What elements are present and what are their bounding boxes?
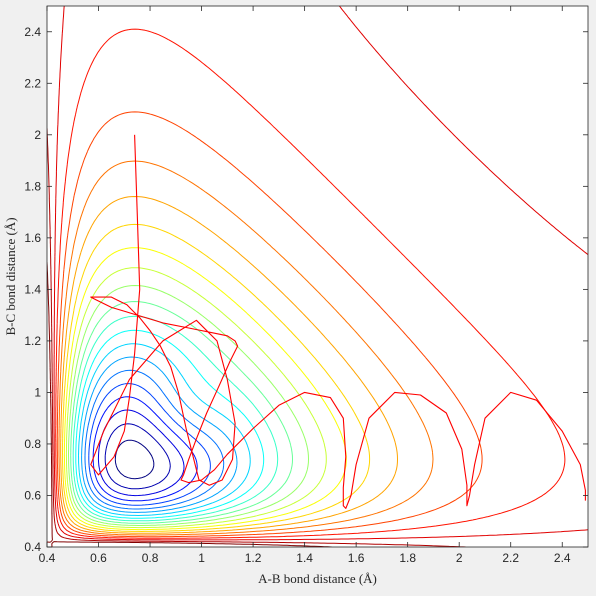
contour-level-line — [58, 160, 434, 536]
contour-level-line — [60, 196, 398, 534]
contour-level-line — [47, 262, 332, 547]
contour-level-line — [47, 128, 466, 547]
y-tick-label: 2.4 — [24, 25, 41, 39]
plot-area — [47, 6, 588, 547]
x-tick-label: 0.6 — [90, 551, 107, 565]
x-tick-label: 0.4 — [39, 551, 56, 565]
contour-level-line — [104, 423, 171, 490]
trajectory-line — [90, 134, 586, 509]
contour-level-line — [70, 301, 293, 524]
x-tick-label: 2 — [456, 551, 463, 565]
contour-lines — [47, 6, 588, 547]
y-tick-label: 0.6 — [24, 488, 41, 502]
y-tick-label: 0.4 — [24, 540, 41, 554]
y-tick-label: 1.8 — [24, 179, 41, 193]
x-axis-ticks: 0.4 0.6 0.8 1 1.2 1.4 1.6 1.8 2 2.2 2.4 — [39, 6, 571, 565]
y-tick-label: 1.2 — [24, 334, 41, 348]
contour-level-line — [65, 267, 327, 529]
contour-level-line — [72, 315, 279, 522]
x-tick-label: 2.4 — [554, 551, 571, 565]
y-tick-label: 1 — [34, 385, 41, 399]
contour-level-line — [62, 223, 371, 532]
x-tick-label: 1 — [198, 551, 205, 565]
y-axis-ticks: 0.4 0.6 0.8 1 1.2 1.4 1.6 1.8 2 2.2 2.4 — [24, 25, 588, 554]
contour-level-line — [56, 111, 483, 538]
contour-level-line — [55, 28, 566, 539]
contour-level-line — [63, 247, 347, 531]
x-tick-label: 1.2 — [245, 551, 262, 565]
x-tick-label: 0.8 — [142, 551, 159, 565]
contour-level-line — [78, 343, 251, 516]
plot-frame — [46, 5, 589, 548]
y-tick-label: 0.8 — [24, 437, 41, 451]
x-tick-label: 1.6 — [348, 551, 365, 565]
x-axis-label: A-B bond distance (Å) — [258, 571, 377, 586]
y-axis-label: B-C bond distance (Å) — [3, 217, 18, 335]
y-tick-label: 2 — [34, 128, 41, 142]
y-tick-label: 1.4 — [24, 282, 41, 296]
contour-level-line — [81, 356, 238, 513]
x-tick-label: 1.8 — [399, 551, 416, 565]
contour-level-line — [92, 396, 198, 502]
y-tick-label: 1.6 — [24, 231, 41, 245]
contour-level-line — [88, 383, 211, 506]
x-tick-label: 1.4 — [296, 551, 313, 565]
contour-level-line — [53, 6, 588, 541]
y-tick-label: 2.2 — [24, 76, 41, 90]
trajectory-layer — [90, 134, 586, 509]
contour-level-line — [68, 285, 309, 526]
contour-level-line — [114, 439, 155, 480]
x-tick-label: 2.2 — [502, 551, 519, 565]
